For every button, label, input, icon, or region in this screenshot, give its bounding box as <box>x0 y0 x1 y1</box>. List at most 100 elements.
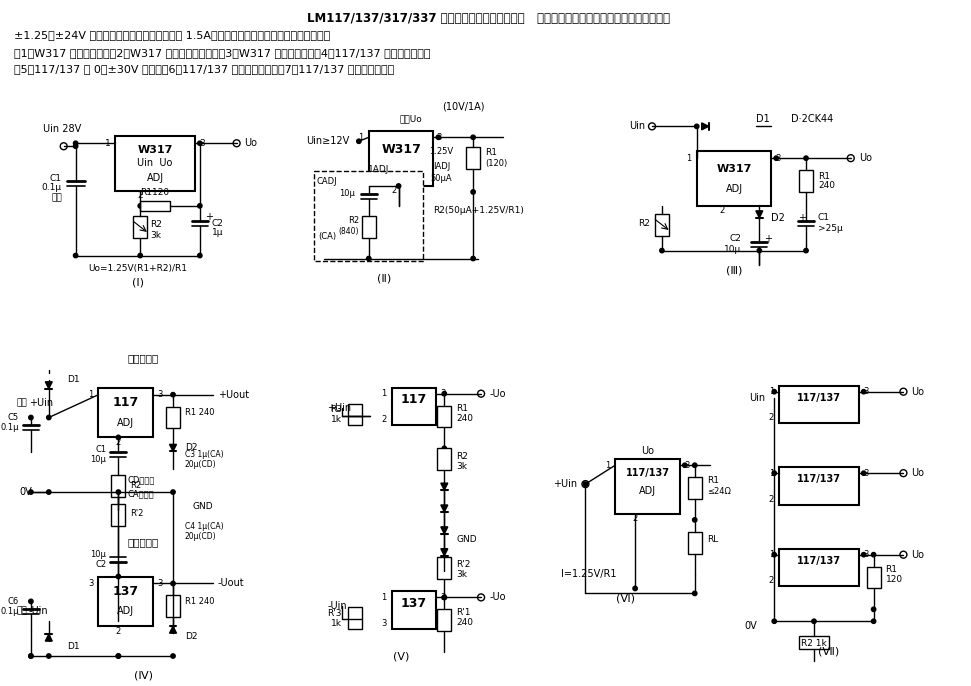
Text: 输出Uo: 输出Uo <box>400 114 422 123</box>
Text: ADJ: ADJ <box>725 184 743 194</box>
Text: 240: 240 <box>456 618 473 627</box>
Text: R1 240: R1 240 <box>184 597 215 606</box>
Circle shape <box>694 124 699 128</box>
Circle shape <box>772 390 777 394</box>
Circle shape <box>442 595 447 600</box>
Text: （5）117/137 的 0～±30V 输出；（6）117/137 的恒流源应用；（7）117/137 多片集中调节。: （5）117/137 的 0～±30V 输出；（6）117/137 的恒流源应用… <box>14 64 394 74</box>
Text: (Ⅴ): (Ⅴ) <box>393 651 410 661</box>
Text: 负电压输出: 负电压输出 <box>127 536 159 547</box>
Text: (CA): (CA) <box>318 232 336 241</box>
Circle shape <box>861 471 866 475</box>
Text: R'2: R'2 <box>456 560 471 569</box>
Bar <box>98 576 153 626</box>
Text: -Uin: -Uin <box>29 606 49 616</box>
Text: Uo: Uo <box>912 387 924 397</box>
Bar <box>391 591 436 629</box>
Text: ≤24Ω: ≤24Ω <box>707 486 730 495</box>
Polygon shape <box>46 634 52 641</box>
Bar <box>437 556 452 578</box>
Text: Uin  Uo: Uin Uo <box>138 158 173 168</box>
Circle shape <box>74 144 78 148</box>
Text: 3: 3 <box>863 469 868 477</box>
Text: D2: D2 <box>771 213 786 223</box>
Text: R1: R1 <box>707 475 719 484</box>
Text: >25μ: >25μ <box>818 224 843 233</box>
Text: -Uin: -Uin <box>327 602 347 611</box>
Circle shape <box>47 415 51 420</box>
Text: 2: 2 <box>391 187 396 196</box>
Circle shape <box>29 654 33 659</box>
Circle shape <box>861 390 866 394</box>
Text: Uin: Uin <box>750 392 765 403</box>
Text: 1: 1 <box>88 390 93 399</box>
Bar <box>112 475 125 497</box>
Bar <box>348 607 362 629</box>
Text: 120: 120 <box>886 575 903 584</box>
Text: +Uout: +Uout <box>218 390 249 400</box>
Text: 3: 3 <box>863 387 868 397</box>
Bar <box>133 216 148 237</box>
Text: C5: C5 <box>8 413 19 422</box>
Text: 2: 2 <box>719 206 724 215</box>
Circle shape <box>861 552 866 557</box>
Text: C4 1μ(CA): C4 1μ(CA) <box>184 522 223 532</box>
Circle shape <box>633 587 637 591</box>
Text: 正电压输出: 正电压输出 <box>127 353 159 363</box>
Text: 137: 137 <box>113 585 139 598</box>
Circle shape <box>29 490 33 494</box>
Text: 117/137: 117/137 <box>797 392 841 403</box>
Text: 3: 3 <box>863 550 868 559</box>
Polygon shape <box>46 381 52 389</box>
Text: R1: R1 <box>818 172 830 180</box>
Text: 输入: 输入 <box>16 398 27 407</box>
Circle shape <box>198 204 202 208</box>
Bar <box>362 216 376 237</box>
Text: D2: D2 <box>184 443 197 452</box>
Circle shape <box>871 619 876 624</box>
Circle shape <box>804 156 808 161</box>
Text: Uin≥12V: Uin≥12V <box>306 137 350 146</box>
Text: 3: 3 <box>157 390 163 399</box>
Text: 防振: 防振 <box>52 193 63 202</box>
Text: ADJ: ADJ <box>117 418 134 427</box>
Text: RL: RL <box>707 535 718 544</box>
Text: Uin: Uin <box>629 121 646 131</box>
Text: (Ⅱ): (Ⅱ) <box>377 274 390 283</box>
Text: 1μ: 1μ <box>212 228 223 237</box>
Text: 1: 1 <box>381 389 386 398</box>
Text: 10μ: 10μ <box>724 245 742 254</box>
Circle shape <box>356 139 361 143</box>
Circle shape <box>774 156 779 161</box>
Bar <box>437 449 452 470</box>
Text: (Ⅵ): (Ⅵ) <box>616 593 635 604</box>
Text: D1: D1 <box>756 115 770 124</box>
Circle shape <box>171 654 175 659</box>
Circle shape <box>772 552 777 557</box>
Text: R3: R3 <box>330 405 342 414</box>
Bar <box>779 386 858 423</box>
Circle shape <box>757 248 761 252</box>
Circle shape <box>442 446 447 451</box>
Text: R2: R2 <box>130 481 142 490</box>
Text: CD相电解: CD相电解 <box>127 475 154 484</box>
Text: R1: R1 <box>486 147 497 156</box>
Text: 1: 1 <box>381 593 386 602</box>
Text: (Ⅳ): (Ⅳ) <box>134 671 152 681</box>
Bar <box>616 459 680 514</box>
Circle shape <box>396 184 401 188</box>
Text: 2: 2 <box>381 415 386 424</box>
Circle shape <box>47 654 51 659</box>
Text: 3: 3 <box>157 579 163 588</box>
Text: 137: 137 <box>401 597 427 610</box>
Text: 输入: 输入 <box>16 607 27 616</box>
Circle shape <box>117 654 120 659</box>
Text: R'3: R'3 <box>327 608 342 618</box>
Circle shape <box>772 619 777 624</box>
Bar <box>655 214 669 236</box>
Text: 240: 240 <box>818 182 835 191</box>
Circle shape <box>138 204 143 208</box>
Text: 1: 1 <box>769 469 774 477</box>
Text: 2: 2 <box>769 495 774 504</box>
Text: 1k: 1k <box>331 415 342 424</box>
Circle shape <box>692 463 697 467</box>
